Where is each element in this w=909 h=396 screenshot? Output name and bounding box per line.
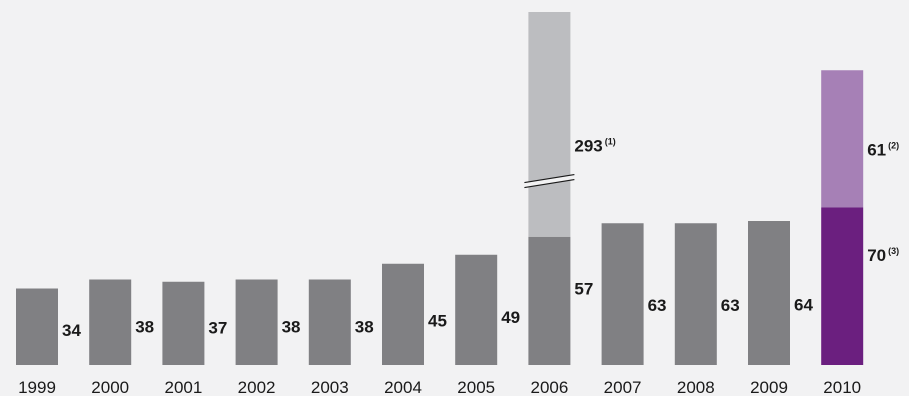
- bar-2002: [235, 279, 278, 365]
- value-label-2010-upper: 61 (2): [867, 140, 899, 159]
- tick-label-2001: 2001: [164, 378, 202, 396]
- tick-label-2010: 2010: [823, 378, 861, 396]
- value-label-2001: 37: [208, 318, 227, 337]
- axis-break-line-top: [524, 173, 575, 184]
- tick-label-2002: 2002: [238, 378, 276, 396]
- tick-label-1999: 1999: [18, 378, 56, 396]
- value-label-2000: 38: [135, 318, 154, 337]
- bar-2000: [89, 279, 132, 365]
- bar-1999: [16, 288, 58, 365]
- bar-2008: [674, 223, 717, 365]
- tick-label-2009: 2009: [750, 378, 788, 396]
- value-label-2010: 70 (3): [867, 246, 899, 265]
- tick-label-2004: 2004: [384, 378, 422, 396]
- value-label-2008: 63: [721, 296, 740, 315]
- value-label-2005: 49: [501, 308, 520, 327]
- bar-2005: [455, 254, 498, 365]
- tick-label-2007: 2007: [604, 378, 642, 396]
- bar-2006-upper: [528, 12, 571, 237]
- bar-2007: [601, 223, 644, 365]
- value-label-2002: 38: [282, 318, 301, 337]
- tick-label-2003: 2003: [311, 378, 349, 396]
- axis-break-line-bottom: [524, 178, 575, 189]
- tick-label-2005: 2005: [457, 378, 495, 396]
- value-label-1999: 34: [62, 321, 81, 340]
- value-label-2009: 64: [794, 295, 813, 314]
- value-label-2004: 45: [428, 312, 447, 331]
- bar-2010: [821, 207, 864, 365]
- value-label-2007: 63: [648, 296, 667, 315]
- bar-2010-upper: [821, 70, 864, 208]
- axis-break-marker: [524, 174, 575, 188]
- tick-label-2008: 2008: [677, 378, 715, 396]
- x-axis-ticks: 1999 2000 2001 2002 2003 2004 2005 2006 2007 2008…: [18, 378, 861, 396]
- bar-2001: [162, 281, 205, 365]
- tick-label-2006: 2006: [530, 378, 568, 396]
- bar-2004: [382, 263, 424, 365]
- value-label-2006-upper: 293 (1): [574, 136, 615, 155]
- value-label-2006: 57: [574, 279, 593, 298]
- bar-2006: [528, 236, 571, 365]
- bar-2009: [748, 221, 790, 365]
- bar-2003: [308, 279, 351, 365]
- tick-label-2000: 2000: [91, 378, 129, 396]
- bars-group: [16, 12, 864, 365]
- value-label-2003: 38: [355, 318, 374, 337]
